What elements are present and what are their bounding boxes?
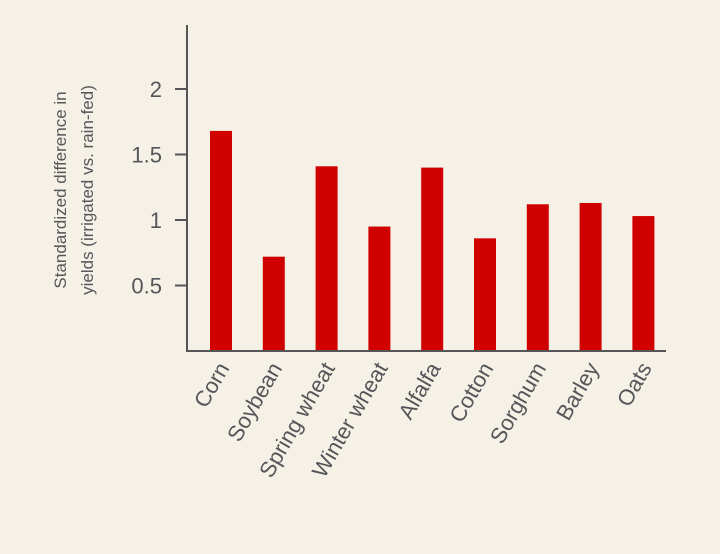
bar-cotton xyxy=(474,238,496,351)
bar-corn xyxy=(210,130,232,351)
x-tick-label: Cotton xyxy=(444,358,498,427)
x-tick-label: Corn xyxy=(189,358,234,412)
x-tick-label: Oats xyxy=(612,358,657,411)
bar-oats xyxy=(632,216,655,351)
y-ticks: 0.5 1 1.5 2 xyxy=(131,77,187,299)
y-tick-label: 2 xyxy=(150,77,162,102)
bar-barley xyxy=(579,202,602,351)
x-tick-label: Barley xyxy=(551,358,604,425)
bar-spring-wheat xyxy=(315,166,338,351)
bar-winter-wheat xyxy=(368,226,391,351)
y-axis-title-line-1: Standardized difference in xyxy=(51,91,70,288)
bar-alfalfa xyxy=(421,167,444,351)
bar-sorghum xyxy=(526,204,549,351)
y-tick-label: 0.5 xyxy=(131,274,162,299)
y-axis-title: Standardized difference in yields (irrig… xyxy=(51,85,97,295)
bar-soybean xyxy=(262,256,285,351)
x-tick-label: Alfalfa xyxy=(393,357,446,423)
y-tick-label: 1 xyxy=(150,208,162,233)
y-tick-label: 1.5 xyxy=(131,143,162,168)
y-axis-title-line-2: yields (irrigated vs. rain-fed) xyxy=(78,85,97,295)
bars xyxy=(210,130,655,351)
